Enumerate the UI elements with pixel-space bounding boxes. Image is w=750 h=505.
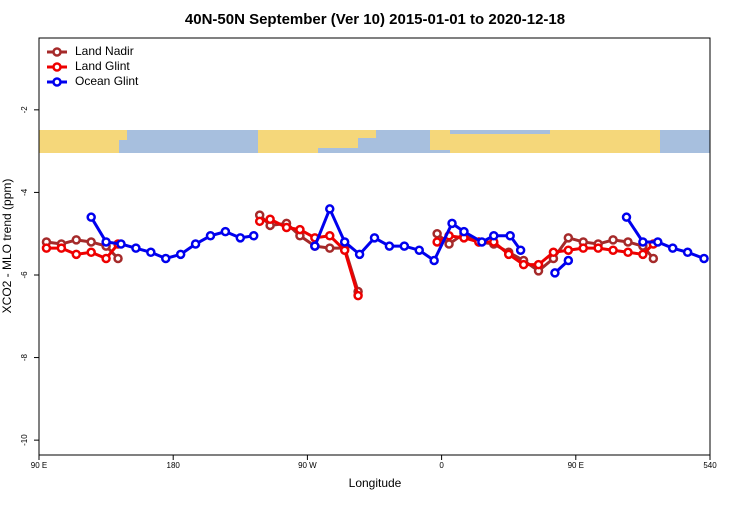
point xyxy=(447,218,457,229)
point xyxy=(248,231,259,241)
point xyxy=(621,212,632,222)
point xyxy=(101,237,111,247)
point xyxy=(682,247,693,258)
point xyxy=(353,290,363,301)
point xyxy=(563,233,574,243)
y-axis-label: XCO2 - MLO trend (ppm) xyxy=(0,179,14,314)
point xyxy=(56,243,67,253)
point xyxy=(339,245,350,255)
point xyxy=(265,214,275,225)
point xyxy=(638,237,648,247)
point xyxy=(146,247,156,258)
point xyxy=(548,247,559,258)
y-tick-label: -6 xyxy=(20,271,29,279)
map-strip xyxy=(39,130,710,153)
x-tick-label: 540 xyxy=(703,461,717,470)
point xyxy=(71,235,82,245)
point xyxy=(608,245,618,255)
point xyxy=(444,239,454,249)
point xyxy=(578,243,589,253)
point xyxy=(550,268,560,278)
x-tick-label: 0 xyxy=(439,461,444,470)
point xyxy=(384,241,395,251)
plot-frame xyxy=(38,37,711,456)
legend-label: Ocean Glint xyxy=(75,74,139,88)
point xyxy=(489,231,499,241)
x-tick-label: 90 E xyxy=(31,461,47,470)
point xyxy=(563,245,574,255)
point xyxy=(623,237,633,247)
legend-marker xyxy=(52,47,62,57)
point xyxy=(354,249,365,260)
point xyxy=(281,222,292,233)
point xyxy=(310,241,320,251)
point xyxy=(101,253,111,264)
point xyxy=(295,224,305,235)
point xyxy=(593,243,603,253)
legend-marker xyxy=(52,77,62,87)
x-tick-label: 90 W xyxy=(298,461,317,470)
series-line xyxy=(46,214,655,292)
point xyxy=(608,235,618,245)
y-tick-label: -2 xyxy=(20,106,29,114)
point xyxy=(459,226,469,237)
point xyxy=(648,253,659,264)
y-tick-label: -4 xyxy=(20,188,29,196)
legend-label: Land Glint xyxy=(75,59,130,73)
point xyxy=(190,239,201,249)
y-tick-label: -8 xyxy=(20,353,29,361)
y-tick-label: -10 xyxy=(20,434,29,446)
point xyxy=(515,245,526,255)
point xyxy=(220,226,231,237)
point xyxy=(623,247,633,258)
point xyxy=(563,255,574,266)
x-axis-label: Longitude xyxy=(349,476,402,490)
point xyxy=(160,253,171,264)
x-tick-label: 90 E xyxy=(568,461,584,470)
point xyxy=(533,259,544,270)
legend-label: Land Nadir xyxy=(75,44,134,58)
series-line xyxy=(46,217,655,297)
point xyxy=(638,249,648,260)
point xyxy=(113,253,123,264)
point xyxy=(325,243,335,253)
legend-marker xyxy=(52,62,62,72)
point xyxy=(325,204,335,214)
chart-title: 40N-50N September (Ver 10) 2015-01-01 to… xyxy=(185,11,565,28)
point xyxy=(369,233,380,243)
point xyxy=(503,249,514,260)
point xyxy=(414,245,424,255)
point xyxy=(653,237,663,247)
point xyxy=(477,237,487,247)
point xyxy=(71,249,82,260)
point xyxy=(667,243,678,253)
point xyxy=(699,253,709,264)
point xyxy=(235,233,246,243)
point xyxy=(131,243,141,253)
point xyxy=(86,247,96,258)
x-tick-label: 180 xyxy=(167,461,181,470)
point xyxy=(432,228,442,239)
point xyxy=(432,237,442,247)
point xyxy=(518,259,529,270)
point xyxy=(505,231,515,241)
point xyxy=(339,237,350,247)
point xyxy=(205,231,216,241)
point xyxy=(399,241,410,251)
point xyxy=(325,231,335,241)
point xyxy=(429,255,439,266)
point xyxy=(86,212,96,222)
point xyxy=(86,237,96,247)
point xyxy=(116,239,126,249)
point xyxy=(254,216,265,227)
point xyxy=(175,249,186,260)
point xyxy=(41,243,52,253)
